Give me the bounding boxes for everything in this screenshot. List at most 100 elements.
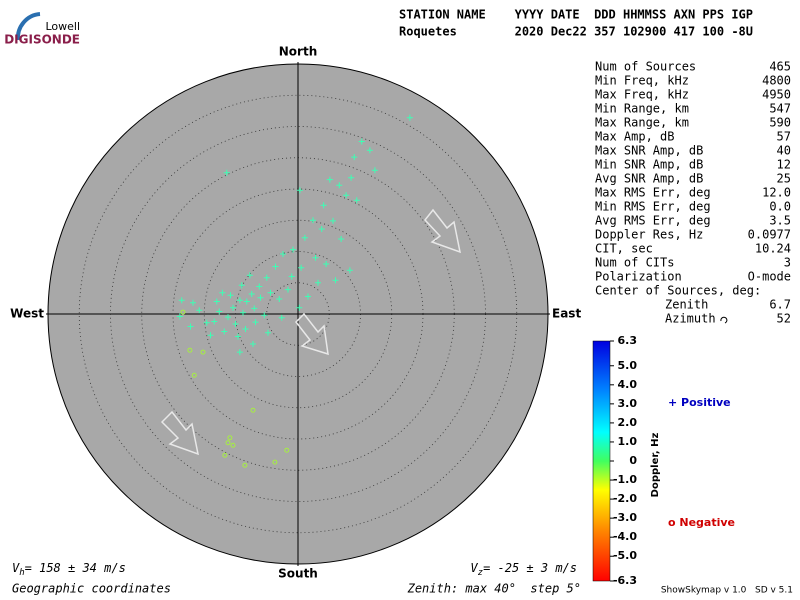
- positive-source: [353, 197, 360, 204]
- stat-label: Num of CITs: [595, 256, 674, 270]
- positive-source: [252, 319, 259, 326]
- negative-source: [284, 447, 290, 453]
- positive-source: [236, 349, 243, 356]
- positive-source: [280, 251, 286, 257]
- positive-source: [371, 167, 378, 174]
- center-label: Azimuth: [665, 312, 716, 326]
- positive-source: [326, 176, 333, 183]
- center-value: 52: [777, 312, 791, 326]
- positive-source: [343, 192, 350, 199]
- center-title: Center of Sources, deg:: [595, 284, 761, 298]
- west-label: West: [10, 307, 44, 321]
- positive-source: [178, 297, 185, 304]
- negative-source: [187, 347, 193, 353]
- positive-source: [296, 187, 303, 194]
- positive-source: [358, 138, 365, 145]
- positive-source: [290, 246, 296, 253]
- vh-symbol: V: [12, 561, 20, 575]
- positive-source: [346, 267, 353, 274]
- stat-label: Max Amp, dB: [595, 130, 674, 144]
- stat-label: Max SNR Amp, dB: [595, 144, 703, 158]
- colorbar-tick-label: 0: [629, 454, 637, 467]
- center-value: 6.7: [769, 298, 791, 312]
- negative-source: [250, 407, 256, 413]
- positive-source: [336, 182, 343, 189]
- legend-negative: o Negative: [668, 516, 735, 529]
- colorbar-tick-label: 4.0: [618, 378, 638, 391]
- positive-source: [221, 328, 228, 335]
- positive-source: [263, 274, 270, 281]
- stat-label: Avg RMS Err, deg: [595, 214, 711, 228]
- stat-value: 40: [777, 144, 791, 158]
- vh-sub: h: [19, 568, 24, 578]
- vh-label: Vh= 158 ± 34 m/s: [12, 561, 126, 578]
- positive-source: [315, 279, 321, 286]
- stat-value: 4950: [762, 88, 791, 102]
- positive-source: [196, 307, 203, 314]
- header-line: Roquetes 2020 Dec22 357 102900 417 100 -…: [399, 25, 753, 39]
- coords-label: Geographic coordinates: [12, 582, 171, 596]
- logo-top: Lowell: [45, 20, 80, 33]
- positive-source: [257, 294, 264, 301]
- negative-source: [227, 435, 233, 441]
- positive-source: [248, 291, 255, 297]
- south-label: South: [278, 567, 318, 581]
- negative-source: [222, 452, 228, 458]
- vz-sub: z: [478, 568, 483, 578]
- positive-source: [312, 254, 319, 261]
- stat-value: O-mode: [748, 270, 791, 284]
- colorbar-tick-label: -5.0: [613, 549, 637, 562]
- legend-positive: + Positive: [668, 396, 731, 409]
- colorbar-tick-label: -1.0: [613, 473, 637, 486]
- vh-text: = 158 ± 34 m/s: [25, 561, 126, 575]
- positive-source: [246, 272, 253, 279]
- negative-source: [191, 372, 197, 378]
- positive-source: [251, 305, 258, 312]
- zenith-info: Zenith: max 40° step 5°: [407, 582, 581, 596]
- header-line: STATION NAME YYYY DATE DDD HHMMSS AXN PP…: [399, 8, 753, 22]
- positive-source: [240, 309, 246, 316]
- positive-source: [238, 282, 245, 289]
- positive-source: [305, 293, 311, 300]
- positive-source: [285, 286, 291, 293]
- east-label: East: [552, 307, 581, 321]
- stat-label: Max Range, km: [595, 116, 689, 130]
- positive-source: [216, 308, 223, 315]
- positive-source: [301, 234, 308, 241]
- positive-source: [351, 154, 358, 161]
- positive-source: [261, 312, 268, 319]
- colorbar: [592, 340, 611, 582]
- colorbar-tick-label: -4.0: [613, 530, 637, 543]
- stat-value: 12: [777, 158, 791, 172]
- version: ShowSkymap v 1.0 SD v 5.1: [661, 586, 793, 596]
- positive-source: [272, 263, 279, 270]
- negative-source: [272, 459, 278, 465]
- negative-source: [225, 440, 231, 446]
- positive-source: [256, 283, 263, 290]
- stat-label: CIT, sec: [595, 242, 653, 256]
- positive-source: [213, 298, 220, 305]
- positive-source: [250, 341, 256, 347]
- logo-bottom: DIGISONDE: [4, 33, 80, 47]
- negative-source: [230, 442, 236, 448]
- vz-text: = -25 ± 3 m/s: [483, 561, 577, 575]
- stat-value: 3: [784, 256, 791, 270]
- stat-value: 0.0: [769, 200, 791, 214]
- positive-source: [236, 297, 243, 304]
- azimuth-icon: [720, 316, 728, 324]
- negative-source: [242, 462, 248, 468]
- colorbar-tick-label: 6.3: [618, 334, 638, 347]
- positive-source: [265, 329, 271, 336]
- positive-source: [203, 319, 210, 326]
- positive-source: [348, 174, 355, 181]
- positive-source: [278, 314, 285, 321]
- colorbar-tick-label: -6.3: [613, 574, 637, 587]
- positive-source: [225, 314, 231, 321]
- stat-label: Doppler Res, Hz: [595, 228, 703, 242]
- stat-label: Max Freq, kHz: [595, 88, 689, 102]
- positive-source: [267, 289, 274, 296]
- stat-label: Max RMS Err, deg: [595, 186, 711, 200]
- positive-source: [338, 236, 345, 242]
- negative-source: [180, 309, 186, 315]
